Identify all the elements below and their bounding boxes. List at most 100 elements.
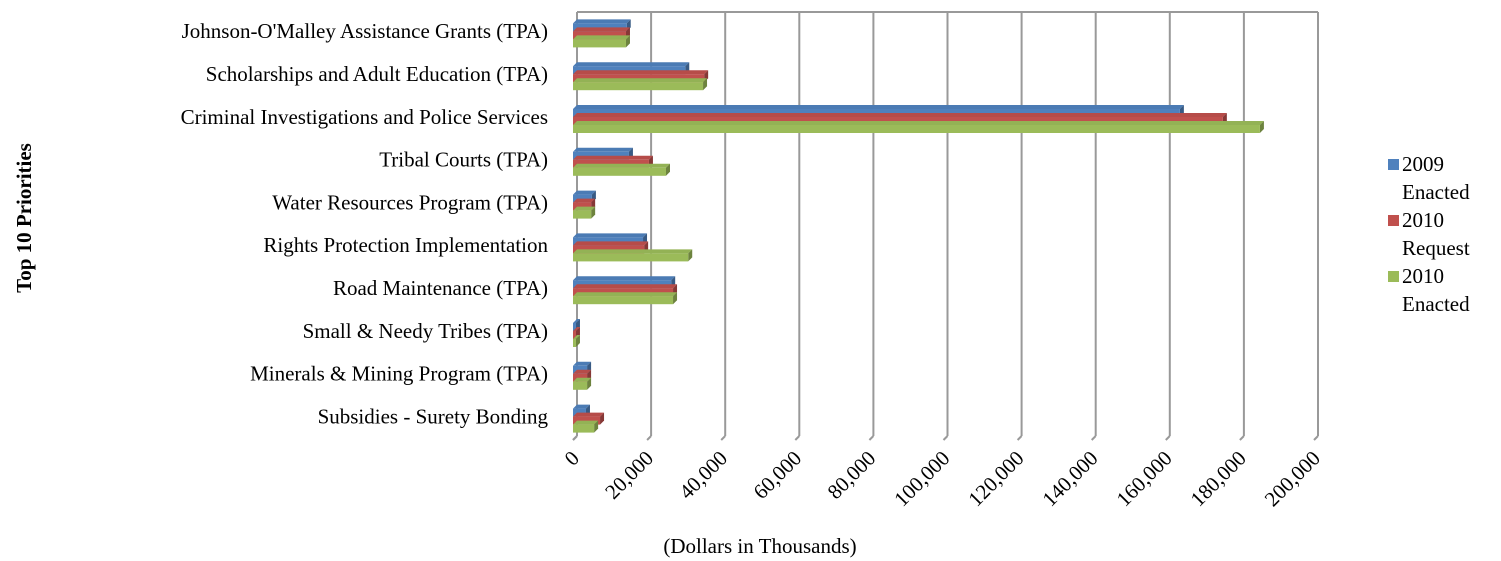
bar-top (573, 233, 648, 238)
legend-swatch (1388, 215, 1399, 226)
bar-top (573, 319, 580, 323)
legend-label: 2010 Request (1402, 208, 1470, 260)
x-tick-label: 180,000 (1186, 446, 1251, 511)
category-label: Small & Needy Tribes (TPA) (303, 319, 548, 343)
grid-line (1313, 435, 1319, 441)
bar (573, 377, 592, 390)
bar-front (573, 125, 1260, 133)
bar-top (573, 284, 678, 289)
bar-top (573, 361, 592, 366)
x-tick-label: 120,000 (963, 446, 1028, 511)
category-label: Johnson-O'Malley Assistance Grants (TPA) (182, 19, 548, 43)
bar-top (573, 147, 633, 152)
bar-top (573, 420, 599, 425)
bar (573, 292, 678, 305)
bar-front (573, 381, 588, 390)
bar-top (573, 369, 592, 374)
bar-top (573, 404, 590, 409)
legend-label: 2009 Enacted (1402, 152, 1470, 204)
bar-side (591, 206, 596, 219)
bar-top (573, 206, 596, 211)
bar (573, 78, 708, 91)
bar (573, 335, 580, 347)
category-label: Criminal Investigations and Police Servi… (181, 105, 548, 129)
bar-front (573, 331, 576, 339)
bar-side (1259, 121, 1264, 133)
bar-top (573, 190, 596, 195)
bar-top (573, 27, 630, 32)
category-label: Road Maintenance (TPA) (333, 276, 548, 300)
bar-top (573, 198, 596, 203)
legend-label: 2010 Enacted (1402, 264, 1470, 316)
bar-side (673, 292, 678, 305)
bar-top (573, 35, 630, 40)
legend-swatch (1388, 159, 1399, 170)
grid-line (720, 435, 726, 441)
bar-top (573, 155, 653, 160)
category-label: Water Resources Program (TPA) (272, 190, 548, 214)
bar-front (573, 39, 626, 48)
bar-top (573, 70, 709, 75)
bar (573, 249, 693, 262)
bar-top (573, 241, 649, 246)
bar-front (573, 253, 689, 262)
bar-side (575, 335, 580, 347)
bar (573, 35, 630, 48)
bar-top (573, 292, 678, 297)
category-label: Rights Protection Implementation (263, 233, 548, 257)
legend: 2009 Enacted 2010 Request 2010 Enacted (1388, 150, 1498, 318)
bar-side (703, 78, 708, 91)
grid-line (868, 435, 875, 441)
bar-top (573, 327, 580, 331)
legend-item: 2010 Enacted (1388, 262, 1498, 318)
bar-side (594, 420, 599, 433)
bar-top (573, 121, 1264, 125)
category-label: Tribal Courts (TPA) (379, 148, 548, 172)
bar-side (600, 412, 605, 425)
x-tick-label: 140,000 (1037, 446, 1102, 511)
grid-line (1090, 435, 1097, 441)
bar-top (573, 19, 631, 24)
bar-front (573, 424, 595, 433)
grid-line (646, 435, 652, 441)
bar-side (688, 249, 693, 262)
bar-side (665, 163, 670, 176)
bar (573, 163, 670, 176)
bar-top (573, 276, 676, 281)
grid-line (1165, 435, 1171, 441)
grid-line (1239, 435, 1245, 441)
bar-top (573, 113, 1227, 117)
x-tick-label: 60,000 (748, 446, 806, 504)
legend-item: 2009 Enacted (1388, 150, 1498, 206)
bar-top (573, 249, 693, 254)
x-axis-title: (Dollars in Thousands) (663, 534, 856, 558)
bar-top (573, 335, 580, 339)
legend-item: 2010 Request (1388, 206, 1498, 262)
bar (573, 121, 1264, 133)
legend-swatch (1388, 271, 1399, 282)
bar-side (587, 377, 592, 390)
grid-line (794, 435, 801, 441)
bar-front (573, 82, 704, 91)
y-axis-title: Top 10 Priorities (12, 143, 36, 293)
bar-front (573, 339, 576, 347)
bar-front (573, 210, 592, 219)
bar-top (573, 377, 592, 382)
grid-line (572, 435, 578, 441)
bar-top (573, 412, 605, 417)
bar-side (625, 35, 630, 48)
category-label: Minerals & Mining Program (TPA) (250, 362, 548, 386)
x-tick-label: 0 (560, 446, 584, 470)
x-tick-label: 100,000 (889, 446, 954, 511)
bar-top (573, 163, 670, 168)
bar-top (573, 62, 690, 67)
bar-top (573, 78, 708, 83)
bar (573, 206, 596, 219)
x-tick-label: 160,000 (1112, 446, 1177, 511)
x-tick-label: 40,000 (674, 446, 732, 504)
bar-front (573, 167, 666, 176)
category-label: Scholarships and Adult Education (TPA) (206, 62, 548, 86)
grid-line (942, 435, 949, 441)
